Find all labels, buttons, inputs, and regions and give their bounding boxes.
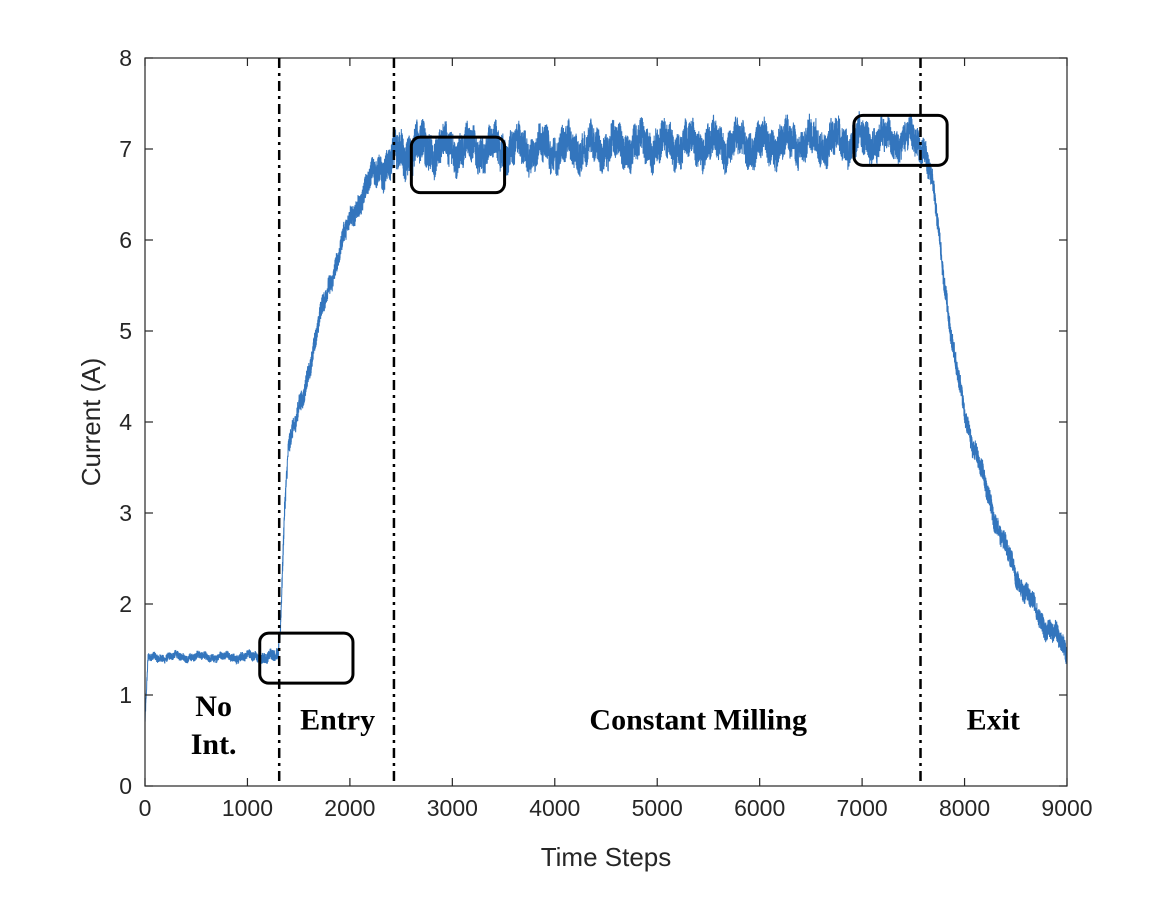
x-tick-label-8: 8000 [939, 795, 990, 821]
region-label-1: Entry [300, 704, 375, 737]
y-tick-label-4: 4 [119, 409, 132, 435]
region-label-3: Exit [967, 704, 1020, 737]
y-tick-label-0: 0 [119, 773, 132, 799]
x-tick-label-9: 9000 [1041, 795, 1092, 821]
y-tick-label-7: 7 [119, 136, 132, 162]
y-tick-label-1: 1 [119, 682, 132, 708]
x-tick-label-0: 0 [139, 795, 152, 821]
x-tick-label-5: 5000 [632, 795, 683, 821]
axis-ticks: 0 1000 2000 3000 4000 5000 6000 7000 8000 9000 0 1 2… [119, 45, 1092, 821]
y-tick-label-3: 3 [119, 500, 132, 526]
region-label-line: No [195, 690, 232, 723]
highlight-box-1 [409, 135, 507, 195]
y-tick-label-6: 6 [119, 227, 132, 253]
x-tick-label-7: 7000 [837, 795, 888, 821]
series-line-0 [145, 111, 1067, 722]
x-tick-label-1: 1000 [222, 795, 273, 821]
x-tick-label-6: 6000 [734, 795, 785, 821]
x-tick-label-4: 4000 [529, 795, 580, 821]
region-label-line: Int. [191, 728, 237, 761]
region-label-line: Exit [967, 704, 1020, 737]
highlight-box-0 [258, 631, 355, 685]
x-tick-label-2: 2000 [324, 795, 375, 821]
region-label-line: Constant Milling [589, 704, 807, 737]
y-axis-label: Current (A) [76, 358, 106, 487]
x-tick-label-3: 3000 [427, 795, 478, 821]
region-label-line: Entry [300, 704, 375, 737]
y-tick-label-5: 5 [119, 318, 132, 344]
y-tick-label-2: 2 [119, 591, 132, 617]
highlight-box-2 [852, 113, 949, 167]
region-label-0: No Int. [191, 690, 237, 761]
overlays: No Int. Entry Constant Milling Exit [191, 58, 1020, 786]
x-axis-label: Time Steps [541, 842, 672, 872]
region-label-2: Constant Milling [589, 704, 807, 737]
y-tick-label-8: 8 [119, 45, 132, 71]
